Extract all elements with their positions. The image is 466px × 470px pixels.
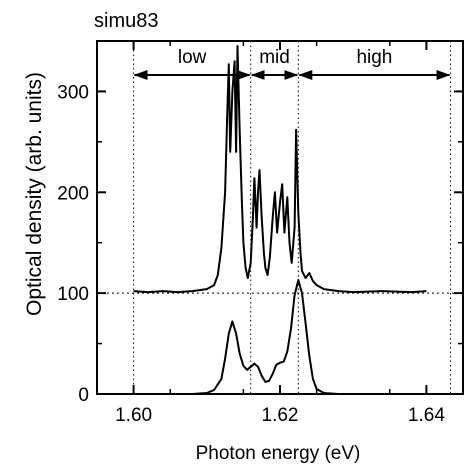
x-tick-label-1: 1.62	[262, 405, 299, 426]
plot-area-border	[96, 40, 464, 395]
reference-lines	[97, 41, 463, 394]
y-tick-label-2: 200	[57, 183, 89, 204]
region-label-mid: mid	[259, 47, 290, 68]
region-label-high: high	[356, 47, 392, 68]
plot-frame	[96, 40, 464, 395]
axes-layer: 1.60 1.62 1.64 0 100 200 300	[57, 41, 464, 426]
region-label-low: low	[178, 47, 207, 68]
y-tick-label-1: 100	[57, 284, 89, 305]
x-axis-label: Photon energy (eV)	[196, 443, 361, 464]
series-line-0	[133, 45, 427, 294]
series-layer	[133, 45, 427, 395]
x-tick-label-2: 1.64	[408, 405, 445, 426]
chart-title: simu83	[94, 10, 158, 32]
y-axis-label: Optical density (arb. units)	[23, 72, 46, 316]
region-annotations: low mid high	[133, 47, 451, 80]
y-tick-label-0: 0	[78, 385, 89, 406]
x-tick-label-0: 1.60	[115, 405, 152, 426]
y-tick-label-3: 300	[57, 82, 89, 103]
series-line-1	[133, 279, 427, 395]
